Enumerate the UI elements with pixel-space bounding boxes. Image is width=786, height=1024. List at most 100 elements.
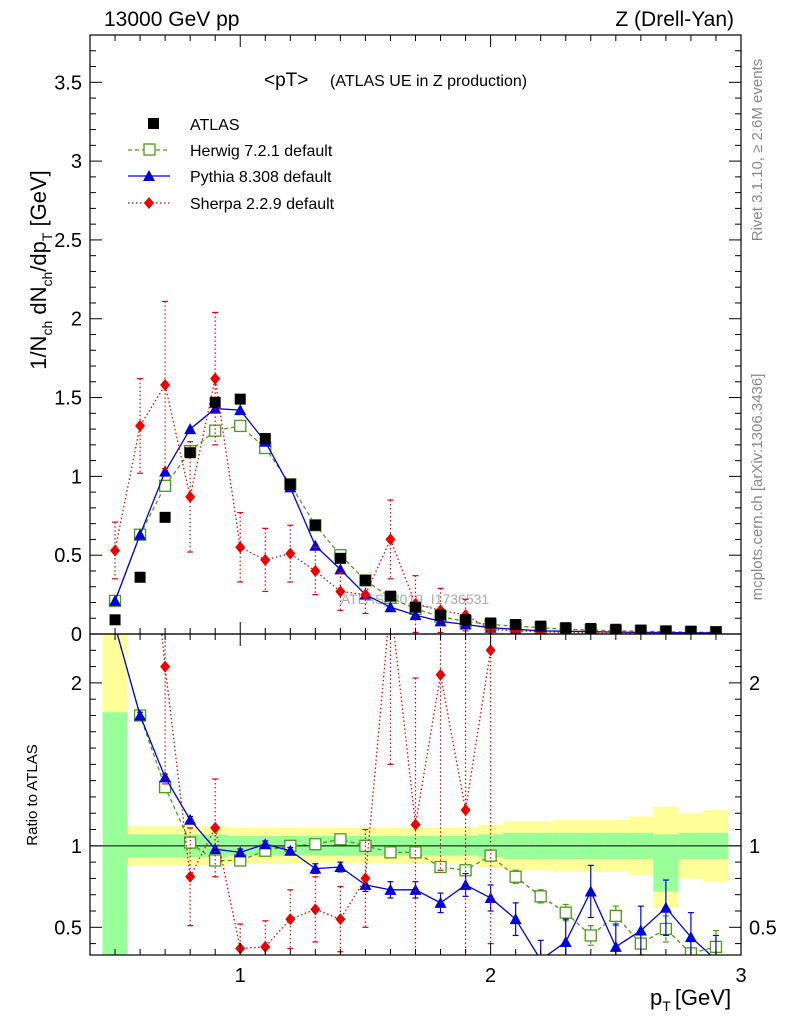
chart-subtitle: (ATLAS UE in Z production) [330, 73, 527, 90]
main-err-sherpa-8 [312, 546, 319, 596]
main-point-atlas-11 [384, 590, 396, 602]
ratio-point-pythia-9 [334, 861, 347, 873]
ratio-err-sherpa-11 [387, 634, 394, 765]
legend-pythia-label: Pythia 8.308 default [190, 169, 332, 186]
rivet-label: Rivet 3.1.10, ≥ 2.6M events [749, 59, 766, 242]
ratio-point-sherpa-4 [210, 821, 221, 834]
main-ytick-label-4: 2 [71, 309, 82, 331]
legend-sherpa-label: Sherpa 2.2.9 default [190, 196, 335, 213]
ratio-point-sherpa-2 [160, 660, 171, 673]
main-point-sherpa-5 [235, 541, 246, 554]
band-stat-0 [102, 712, 128, 955]
ratio-point-pythia-3 [184, 813, 197, 825]
ratio-point-pythia-13 [434, 896, 447, 908]
main-ylabel: 1/Nch dNch/dpT [GeV] [26, 170, 55, 370]
main-point-pythia-5 [234, 404, 247, 416]
ratio-point-sherpa-0 [110, 107, 120, 119]
main-point-atlas-1 [134, 571, 146, 583]
chart-title: <pT> [264, 70, 308, 91]
ratio-point-pythia-4 [209, 843, 222, 855]
ratio-point-sherpa-10 [360, 872, 371, 885]
main-point-atlas-5 [234, 393, 246, 405]
main-point-sherpa-6 [260, 553, 271, 566]
main-point-sherpa-3 [185, 490, 196, 503]
ratio-point-pythia-16 [509, 913, 522, 925]
ratio-point-sherpa-9 [335, 913, 346, 926]
main-ytick-label-3: 1.5 [54, 388, 82, 410]
ratio-plot [110, 107, 723, 955]
main-point-atlas-8 [309, 519, 321, 531]
ratio-point-sherpa-6 [260, 940, 271, 953]
main-point-sherpa-7 [285, 547, 296, 560]
main-plot [108, 300, 723, 634]
main-err-sherpa-3 [187, 441, 194, 553]
legend: ATLAS Herwig 7.2.1 default Pythia 8.308 … [128, 117, 335, 213]
header-left: 13000 GeV pp [104, 8, 239, 31]
ratio-point-pythia-11 [384, 883, 397, 895]
header-right: Z (Drell-Yan) [615, 8, 734, 31]
main-point-atlas-16 [510, 619, 522, 631]
main-point-atlas-13 [435, 609, 447, 621]
ratio-point-pythia-19 [584, 885, 597, 897]
main-point-sherpa-10 [360, 588, 371, 601]
legend-atlas-marker [148, 118, 159, 129]
main-point-pythia-2 [159, 465, 172, 477]
main-ytick-label-5: 2.5 [54, 230, 82, 252]
ratio-line-herwig [116, 634, 717, 955]
ratio-err-sherpa-14 [464, 634, 467, 955]
ratio-line-pythia [116, 634, 712, 955]
main-point-atlas-18 [560, 622, 572, 634]
main-point-sherpa-1 [135, 419, 146, 432]
ratio-point-sherpa-15 [485, 644, 496, 657]
main-point-atlas-0 [109, 614, 121, 626]
ratio-ytick-label-left-2: 2 [71, 673, 82, 695]
axes: 1 2 3 0 0.5 1 1.5 2 2.5 3 3.5 0.5 0.5 1 1 2 2 [54, 34, 777, 987]
ratio-point-pythia-14 [459, 878, 472, 890]
ratio-err-sherpa-12 [412, 677, 419, 955]
ratio-point-herwig-11 [384, 846, 397, 859]
ratio-err-pythia-24 [712, 934, 719, 955]
main-point-atlas-2 [159, 511, 171, 523]
ratio-ytick-label-right-2: 2 [749, 673, 760, 695]
main-ytick-label-2: 1 [71, 466, 82, 488]
main-point-atlas-12 [410, 601, 421, 613]
ratio-point-herwig-15 [484, 849, 497, 862]
main-ytick-label-0: 0 [71, 624, 82, 646]
main-point-atlas-7 [284, 478, 296, 490]
ratio-point-herwig-20 [609, 909, 622, 923]
main-err-sherpa-5 [237, 512, 244, 583]
main-err-sherpa-11 [387, 499, 394, 580]
main-point-sherpa-2 [160, 378, 171, 391]
x-tick-label-1: 2 [485, 965, 496, 987]
ratio-point-sherpa-14 [460, 803, 471, 816]
ratio-point-pythia-18 [559, 935, 572, 947]
main-point-pythia-9 [334, 563, 347, 575]
ratio-point-herwig-13 [434, 860, 447, 874]
ratio-point-pythia-23 [684, 931, 697, 943]
ratio-point-herwig-9 [334, 833, 347, 846]
main-err-sherpa-4 [212, 311, 219, 446]
legend-pythia-marker [143, 170, 155, 181]
main-point-atlas-9 [334, 552, 346, 564]
ratio-point-pythia-1 [134, 709, 147, 721]
legend-herwig-marker [143, 143, 156, 156]
main-point-pythia-11 [384, 601, 397, 613]
main-point-herwig-4 [209, 424, 222, 437]
ratio-ytick-label-left-1: 1 [71, 836, 82, 858]
ratio-point-pythia-20 [609, 940, 622, 952]
main-point-sherpa-11 [385, 533, 396, 546]
main-err-sherpa-6 [262, 527, 269, 593]
main-point-herwig-5 [234, 419, 247, 433]
ratio-point-sherpa-7 [285, 913, 296, 926]
main-ytick-label-1: 0.5 [54, 545, 82, 567]
ratio-point-pythia-10 [359, 878, 372, 890]
ratio-point-pythia-6 [259, 838, 272, 850]
main-point-atlas-4 [209, 396, 221, 408]
ratio-point-herwig-17 [534, 890, 547, 903]
ratio-point-pythia-22 [659, 901, 672, 913]
ratio-point-pythia-2 [159, 771, 172, 783]
ratio-point-herwig-19 [584, 929, 597, 942]
main-point-pythia-3 [184, 423, 197, 435]
ratio-line-sherpa [161, 634, 492, 950]
